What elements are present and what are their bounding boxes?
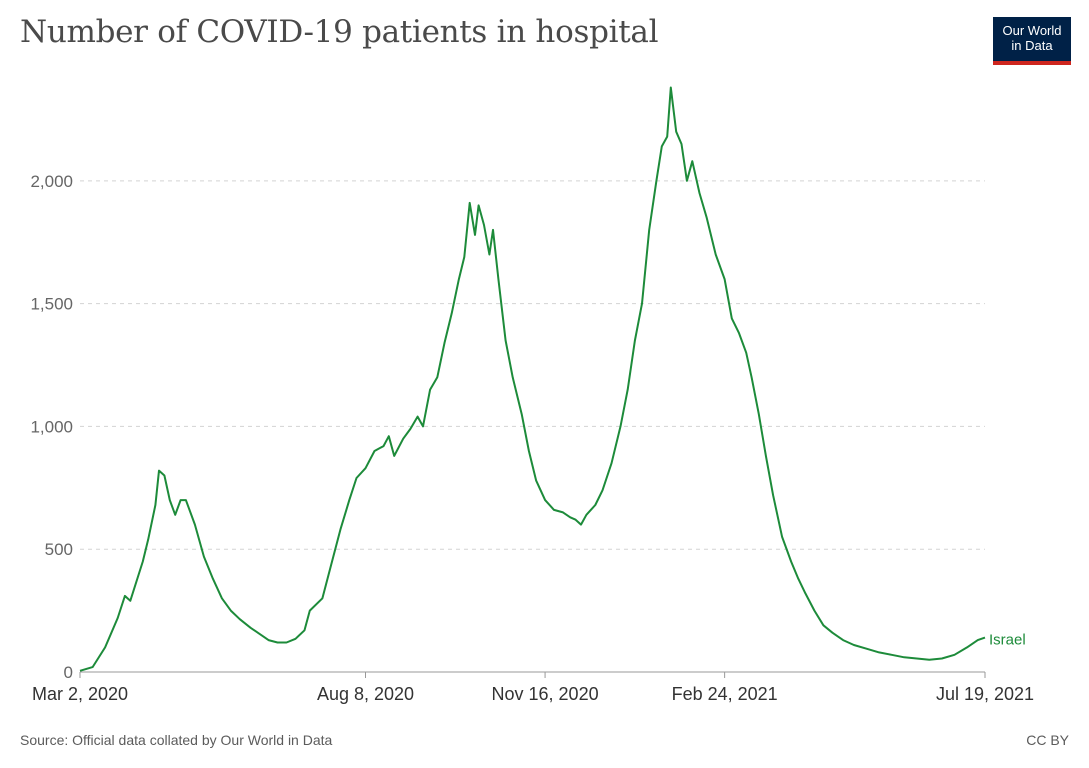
series-line-israel bbox=[79, 86, 986, 672]
gridlines bbox=[80, 180, 985, 550]
x-axis: Mar 2, 2020 Aug 8, 2020 Nov 16, 2020 Feb 24… bbox=[32, 671, 1034, 704]
y-tick-label: 1,000 bbox=[30, 417, 73, 436]
logo-line-1: Our World bbox=[1002, 23, 1062, 38]
source-note[interactable]: Source: Official data collated by Our Wo… bbox=[20, 732, 333, 748]
x-tick-label: Nov 16, 2020 bbox=[492, 684, 599, 704]
series-group[interactable]: Israel bbox=[79, 86, 1026, 672]
chart-title: Number of COVID-19 patients in hospital bbox=[20, 14, 659, 50]
x-tick-label: Mar 2, 2020 bbox=[32, 684, 128, 704]
y-tick-label: 500 bbox=[45, 540, 73, 559]
x-tick-label: Aug 8, 2020 bbox=[317, 684, 414, 704]
logo-line-2: in Data bbox=[1011, 38, 1053, 53]
y-tick-label: 1,500 bbox=[30, 295, 73, 314]
y-tick-label: 2,000 bbox=[30, 172, 73, 191]
x-tick-label: Jul 19, 2021 bbox=[936, 684, 1034, 704]
license-link[interactable]: CC BY bbox=[1026, 732, 1069, 748]
owid-logo[interactable]: Our World in Data bbox=[993, 17, 1071, 65]
x-tick-label: Feb 24, 2021 bbox=[672, 684, 778, 704]
series-label-israel: Israel bbox=[989, 632, 1026, 649]
y-axis-ticks: 0 500 1,000 1,500 2,000 bbox=[30, 172, 73, 682]
y-tick-label: 0 bbox=[64, 663, 73, 682]
